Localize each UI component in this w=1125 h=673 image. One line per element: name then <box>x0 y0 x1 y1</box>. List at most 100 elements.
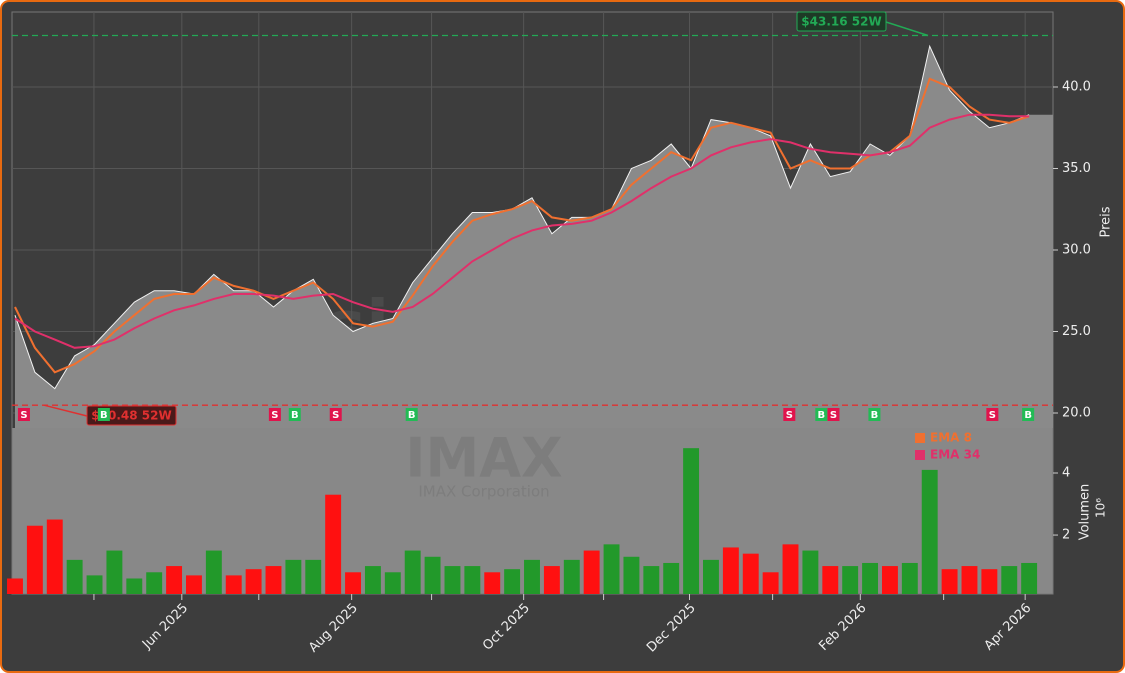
y-tick-label: 35.0 <box>1062 161 1091 176</box>
y-axis-label: Preis <box>1099 206 1114 237</box>
volume-bar <box>623 556 640 594</box>
volume-bar <box>822 566 839 594</box>
y-tick-label: 20.0 <box>1062 406 1091 421</box>
volume-bar <box>504 569 521 594</box>
signal-marker <box>17 408 30 421</box>
volume-bar <box>285 559 302 594</box>
volume-bar <box>185 575 202 594</box>
volume-bar <box>1001 566 1018 594</box>
volume-bar <box>722 547 739 594</box>
volume-bar <box>484 572 501 594</box>
volume-bar <box>166 566 183 594</box>
watermark: IMAX <box>405 427 562 490</box>
volume-bar <box>384 572 401 594</box>
volume-bar <box>1021 562 1038 594</box>
signal-label: S <box>989 410 996 421</box>
signal-marker <box>815 408 828 421</box>
y-tick-label: 30.0 <box>1062 242 1091 257</box>
price-area <box>14 46 1054 428</box>
volume-bar <box>524 559 540 594</box>
volume-bar <box>603 544 620 594</box>
legend-label: EMA 34 <box>930 448 980 462</box>
annotation-box <box>796 11 887 32</box>
volume-bar <box>126 578 143 594</box>
volume-bar <box>424 556 441 594</box>
volume-bar <box>325 494 342 594</box>
legend-label: EMA 8 <box>930 431 972 445</box>
annotation-arrow <box>43 404 88 417</box>
legend-swatch <box>915 433 925 443</box>
signal-marker <box>783 408 796 421</box>
volume-bar <box>543 566 560 594</box>
volume-bar <box>941 569 958 594</box>
signal-label: S <box>332 410 339 421</box>
y-tick-label: 25.0 <box>1062 324 1091 339</box>
y-axis-multiplier: 10⁶ <box>1094 498 1108 518</box>
signal-label: S <box>786 410 793 421</box>
signal-label: B <box>291 410 299 421</box>
y-tick-label: 40.0 <box>1062 79 1091 94</box>
volume-bar <box>703 559 719 594</box>
signal-label: B <box>871 410 879 421</box>
signal-label: B <box>818 410 826 421</box>
volume-bar <box>345 572 361 594</box>
volume-bar <box>225 575 242 594</box>
volume-bar <box>981 569 998 594</box>
y-tick-label: 2 <box>1062 528 1070 543</box>
volume-bar <box>26 525 43 594</box>
signal-marker <box>97 408 110 421</box>
signal-label: B <box>100 410 108 421</box>
signal-marker <box>405 408 418 421</box>
volume-bar <box>205 550 222 594</box>
price-line <box>14 113 1030 349</box>
volume-bar <box>683 448 700 594</box>
signal-label: S <box>20 410 27 421</box>
signal-label: B <box>408 410 416 421</box>
signal-marker <box>1022 408 1035 421</box>
price-line <box>14 77 1030 374</box>
volume-bar <box>464 566 481 594</box>
volume-bar <box>901 562 918 594</box>
volume-bar <box>305 559 322 594</box>
signal-label: S <box>830 410 837 421</box>
watermark: IMAX Corporation <box>418 483 549 501</box>
volume-bar <box>782 544 799 594</box>
volume-bar <box>762 572 779 594</box>
volume-bar <box>881 566 898 594</box>
signal-marker <box>868 408 881 421</box>
volume-bar <box>245 569 262 594</box>
legend-swatch <box>915 450 925 460</box>
volume-bar <box>7 578 23 594</box>
annotation-label: $43.16 52W <box>801 15 881 29</box>
volume-bar <box>961 566 978 594</box>
volume-bar <box>921 469 938 594</box>
volume-bar <box>444 566 461 594</box>
volume-bar <box>583 550 600 594</box>
signal-marker <box>288 408 301 421</box>
volume-bar <box>862 562 879 594</box>
volume-bar <box>86 575 103 594</box>
signal-marker <box>329 408 342 421</box>
y-axis-label: Volumen <box>1078 484 1093 541</box>
y-tick-label: 4 <box>1062 465 1070 480</box>
signal-label: B <box>1024 410 1032 421</box>
volume-bar <box>404 550 421 594</box>
signal-marker <box>986 408 999 421</box>
volume-bar <box>146 572 163 594</box>
volume-bar <box>842 566 859 594</box>
volume-bar <box>66 559 83 594</box>
volume-bar <box>46 519 63 594</box>
signal-marker <box>827 408 840 421</box>
signal-label: S <box>271 410 278 421</box>
annotation-arrow <box>885 21 929 37</box>
volume-bar <box>364 566 381 594</box>
price-line <box>14 44 1030 390</box>
annotation-label: $20.48 52W <box>91 409 171 423</box>
volume-bar <box>106 550 123 594</box>
volume-bar <box>742 553 759 594</box>
volume-bar <box>802 550 819 594</box>
volume-bar <box>265 566 282 594</box>
volume-bar <box>643 566 660 594</box>
